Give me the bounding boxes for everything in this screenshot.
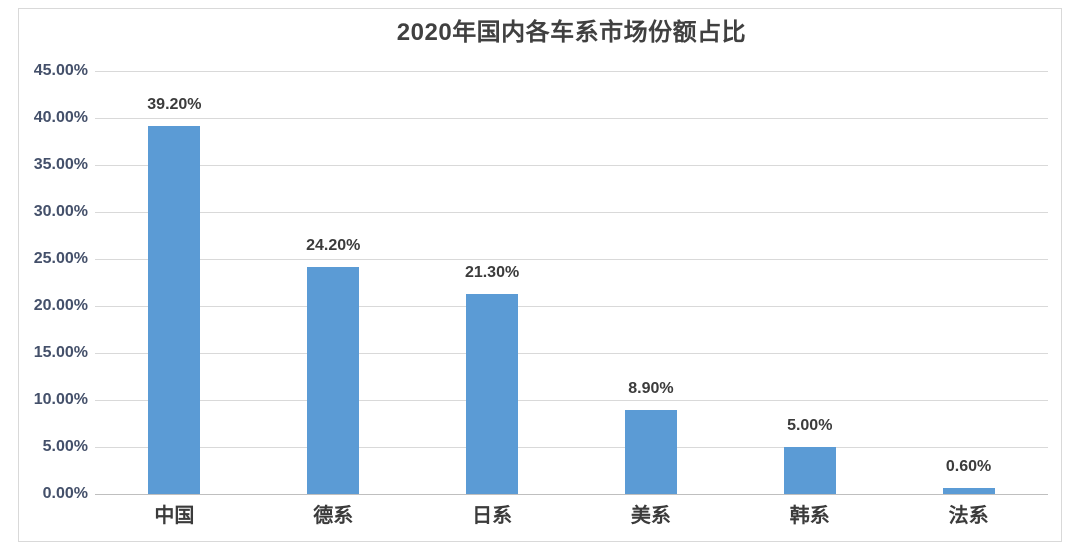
y-axis-tick-label: 15.00% [33, 344, 88, 361]
gridline [95, 117, 1048, 119]
x-axis-category-label: 法系 [948, 505, 989, 527]
gridline [95, 164, 1048, 166]
bar-value-label: 21.30% [464, 263, 520, 281]
x-axis-line [95, 493, 1048, 495]
gridline [95, 446, 1048, 448]
bar-韩系 [783, 447, 836, 494]
bar-value-label: 39.20% [147, 95, 202, 113]
x-axis-category-label: 日系 [472, 505, 513, 527]
bar-美系 [624, 410, 677, 494]
gridline [95, 258, 1048, 260]
bar-value-label: 5.00% [787, 417, 833, 434]
bar-法系 [942, 488, 995, 494]
gridline [95, 70, 1048, 72]
bar-value-label: 0.60% [945, 458, 992, 476]
bar-德系 [307, 266, 360, 494]
y-axis-tick-label: 5.00% [42, 438, 88, 455]
chart-title: 2020年国内各车系市场份额占比 [396, 19, 747, 46]
bar-日系 [466, 293, 519, 494]
y-axis-tick-label: 0.00% [42, 485, 88, 502]
y-axis-tick-label: 45.00% [33, 62, 88, 79]
gridline [95, 352, 1048, 354]
x-axis-category-label: 德系 [313, 505, 354, 527]
bar-value-label: 8.90% [628, 380, 674, 398]
gridline [95, 399, 1048, 401]
y-axis-tick-label: 30.00% [33, 203, 88, 220]
x-axis-category-label: 中国 [154, 505, 195, 527]
x-axis-category-label: 美系 [630, 505, 671, 527]
gridline [95, 305, 1048, 307]
y-axis-tick-label: 40.00% [33, 109, 88, 126]
bar-value-label: 24.20% [306, 236, 361, 254]
y-axis-tick-label: 20.00% [33, 297, 88, 314]
y-axis-tick-label: 25.00% [33, 250, 88, 267]
y-axis-tick-label: 10.00% [33, 391, 88, 408]
y-axis-tick-label: 35.00% [33, 156, 88, 173]
x-axis-category-label: 韩系 [789, 505, 830, 527]
bar-中国 [148, 125, 201, 494]
gridline [95, 211, 1048, 213]
